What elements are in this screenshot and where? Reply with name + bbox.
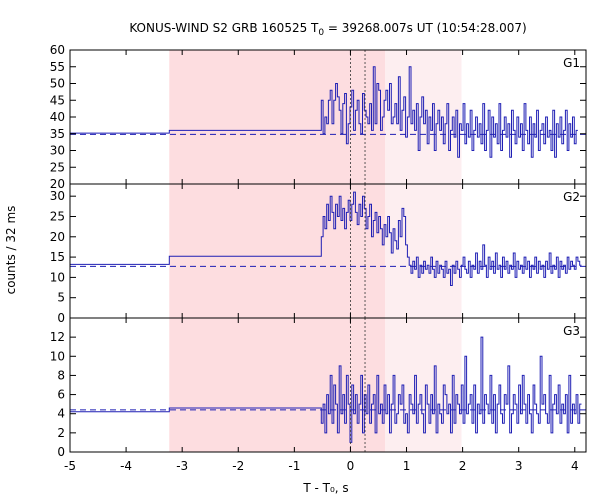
panel-label-g1: G1 <box>563 56 580 70</box>
x-tick-label: -2 <box>232 459 244 473</box>
panel-frame <box>69 317 587 453</box>
light-curve-g2 <box>70 191 582 286</box>
y-tick-label: 25 <box>50 209 65 223</box>
y-tick-label: 4 <box>57 407 65 421</box>
y-tick-label: 30 <box>50 189 65 203</box>
x-tick-label: 0 <box>347 459 355 473</box>
y-tick-label: 20 <box>50 230 65 244</box>
panel-g1: 20 25 30 35 40 45 50 55 60 G1 <box>50 43 587 191</box>
light-curve-g3 <box>70 336 582 443</box>
y-tick-label: 40 <box>50 110 65 124</box>
y-tick-label: 15 <box>50 250 65 264</box>
chart-title: KONUS-WIND S2 GRB 160525 T0 = 39268.007s… <box>129 21 526 38</box>
x-tick-label: 4 <box>571 459 579 473</box>
shaded-region-background-interval <box>169 50 386 452</box>
y-tick-label: 35 <box>50 127 65 141</box>
x-tick-label: -3 <box>176 459 188 473</box>
light-curve-g1 <box>70 66 578 158</box>
y-tick-label: 45 <box>50 93 65 107</box>
panel-label-g2: G2 <box>563 190 580 204</box>
y-tick-label: 10 <box>50 349 65 363</box>
x-tick-label: 2 <box>459 459 467 473</box>
y-tick-label: 25 <box>50 160 65 174</box>
x-tick-label: -5 <box>64 459 76 473</box>
panel-label-g3: G3 <box>563 324 580 338</box>
y-tick-label: 5 <box>57 291 65 305</box>
y-tick-label: 0 <box>57 311 65 325</box>
y-tick-label: 6 <box>57 388 65 402</box>
y-tick-label: 0 <box>57 445 65 459</box>
y-axis-label: counts / 32 ms <box>4 206 18 295</box>
y-tick-label: 10 <box>50 270 65 284</box>
panel-g2: 0 5 10 15 20 25 30 G2 <box>50 183 587 325</box>
y-tick-label: 50 <box>50 77 65 91</box>
y-tick-label: 20 <box>50 177 65 191</box>
x-tick-label: 3 <box>515 459 523 473</box>
panel-g3: 0 2 4 6 8 10 12 G3 <box>50 317 587 459</box>
x-tick-label: -1 <box>288 459 300 473</box>
x-tick-label: -4 <box>120 459 132 473</box>
x-axis-label: T - T₀, s <box>302 481 348 495</box>
y-tick-label: 12 <box>50 330 65 344</box>
y-tick-label: 2 <box>57 426 65 440</box>
y-tick-label: 30 <box>50 144 65 158</box>
x-tick-label: 1 <box>403 459 411 473</box>
y-tick-label: 55 <box>50 60 65 74</box>
y-tick-label: 60 <box>50 43 65 57</box>
y-tick-label: 8 <box>57 368 65 382</box>
